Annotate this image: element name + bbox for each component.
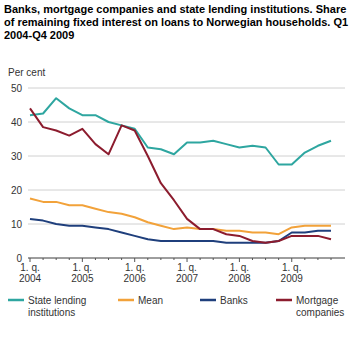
x-tick-label: 1. q.2009 [281,262,304,284]
x-axis [28,258,345,259]
series-group [30,98,331,243]
legend-label: Mortgagecompanies [296,295,344,318]
x-tick [56,258,57,260]
grid-line [28,88,345,89]
x-tick [160,258,161,260]
legend-label: Banks [220,295,248,306]
x-tick [304,258,305,260]
x-tick [252,258,253,260]
y-tick-label: 30 [11,151,23,162]
x-tick-label: 1. q.2005 [71,262,94,284]
x-tick [69,258,70,260]
x-tick-label: 1. q.2006 [124,262,147,284]
x-tick [265,258,266,260]
x-tick [317,258,318,260]
grid-line [28,258,345,259]
x-tick [147,258,148,260]
x-tick [213,258,214,260]
x-tick-label: 1. q.2008 [228,262,251,284]
series-line [30,199,331,235]
x-tick [331,258,332,260]
y-tick-label: 40 [11,117,23,128]
legend-swatch [8,299,24,302]
y-tick-label: 50 [11,83,23,94]
x-tick [173,258,174,260]
legend-swatch [200,299,216,302]
grid-line [28,224,345,225]
x-tick [278,258,279,260]
x-tick [226,258,227,260]
grid-line [28,156,345,157]
x-tick [108,258,109,260]
x-tick [95,258,96,260]
legend-swatch [276,299,292,302]
title: Banks, mortgage companies and state lend… [4,3,348,41]
chart: Banks, mortgage companies and state lend… [0,0,356,341]
legend-swatch [118,299,134,302]
series-line [30,98,331,164]
x-tick [200,258,201,260]
y-axis-label: Per cent [8,67,45,78]
grid-line [28,190,345,191]
series-line [30,108,331,242]
x-tick-label: 1. q.2004 [19,262,42,284]
x-tick [121,258,122,260]
y-tick-label: 20 [11,185,23,196]
y-tick-label: 10 [11,219,23,230]
x-tick [43,258,44,260]
legend-label: Mean [138,295,163,306]
grid-line [28,122,345,123]
legend-label: State lendinginstitutions [28,295,86,318]
x-tick-label: 1. q.2007 [176,262,199,284]
